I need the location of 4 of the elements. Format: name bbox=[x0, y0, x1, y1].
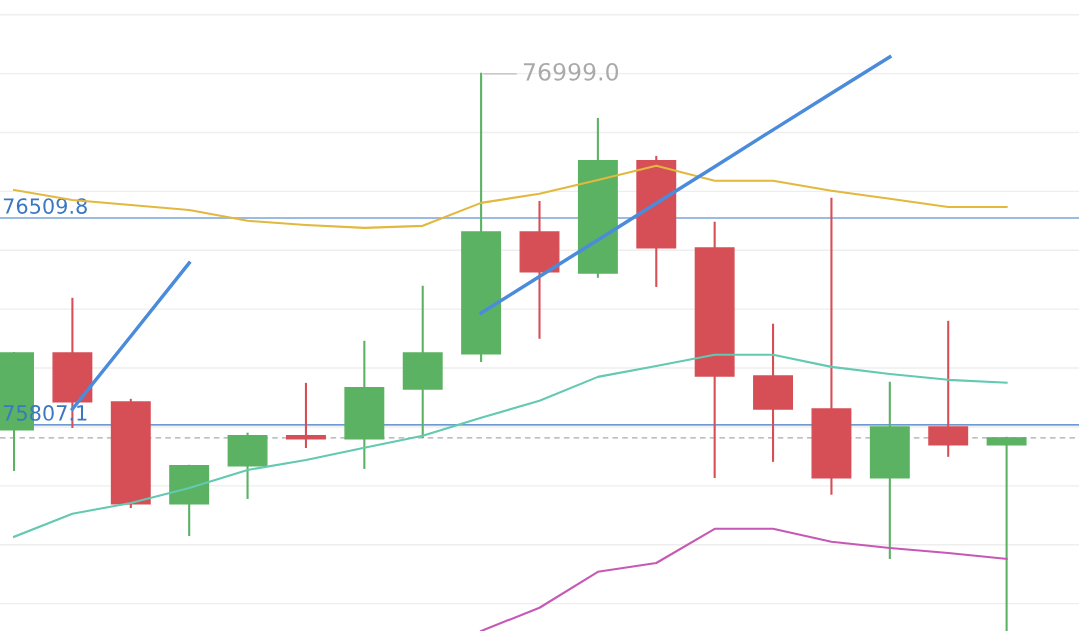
candlestick bbox=[986, 436, 1027, 631]
annotation: 76999.0 bbox=[523, 62, 619, 81]
ref-line-label: 76509.8 bbox=[3, 198, 87, 214]
candlestick bbox=[285, 382, 326, 449]
